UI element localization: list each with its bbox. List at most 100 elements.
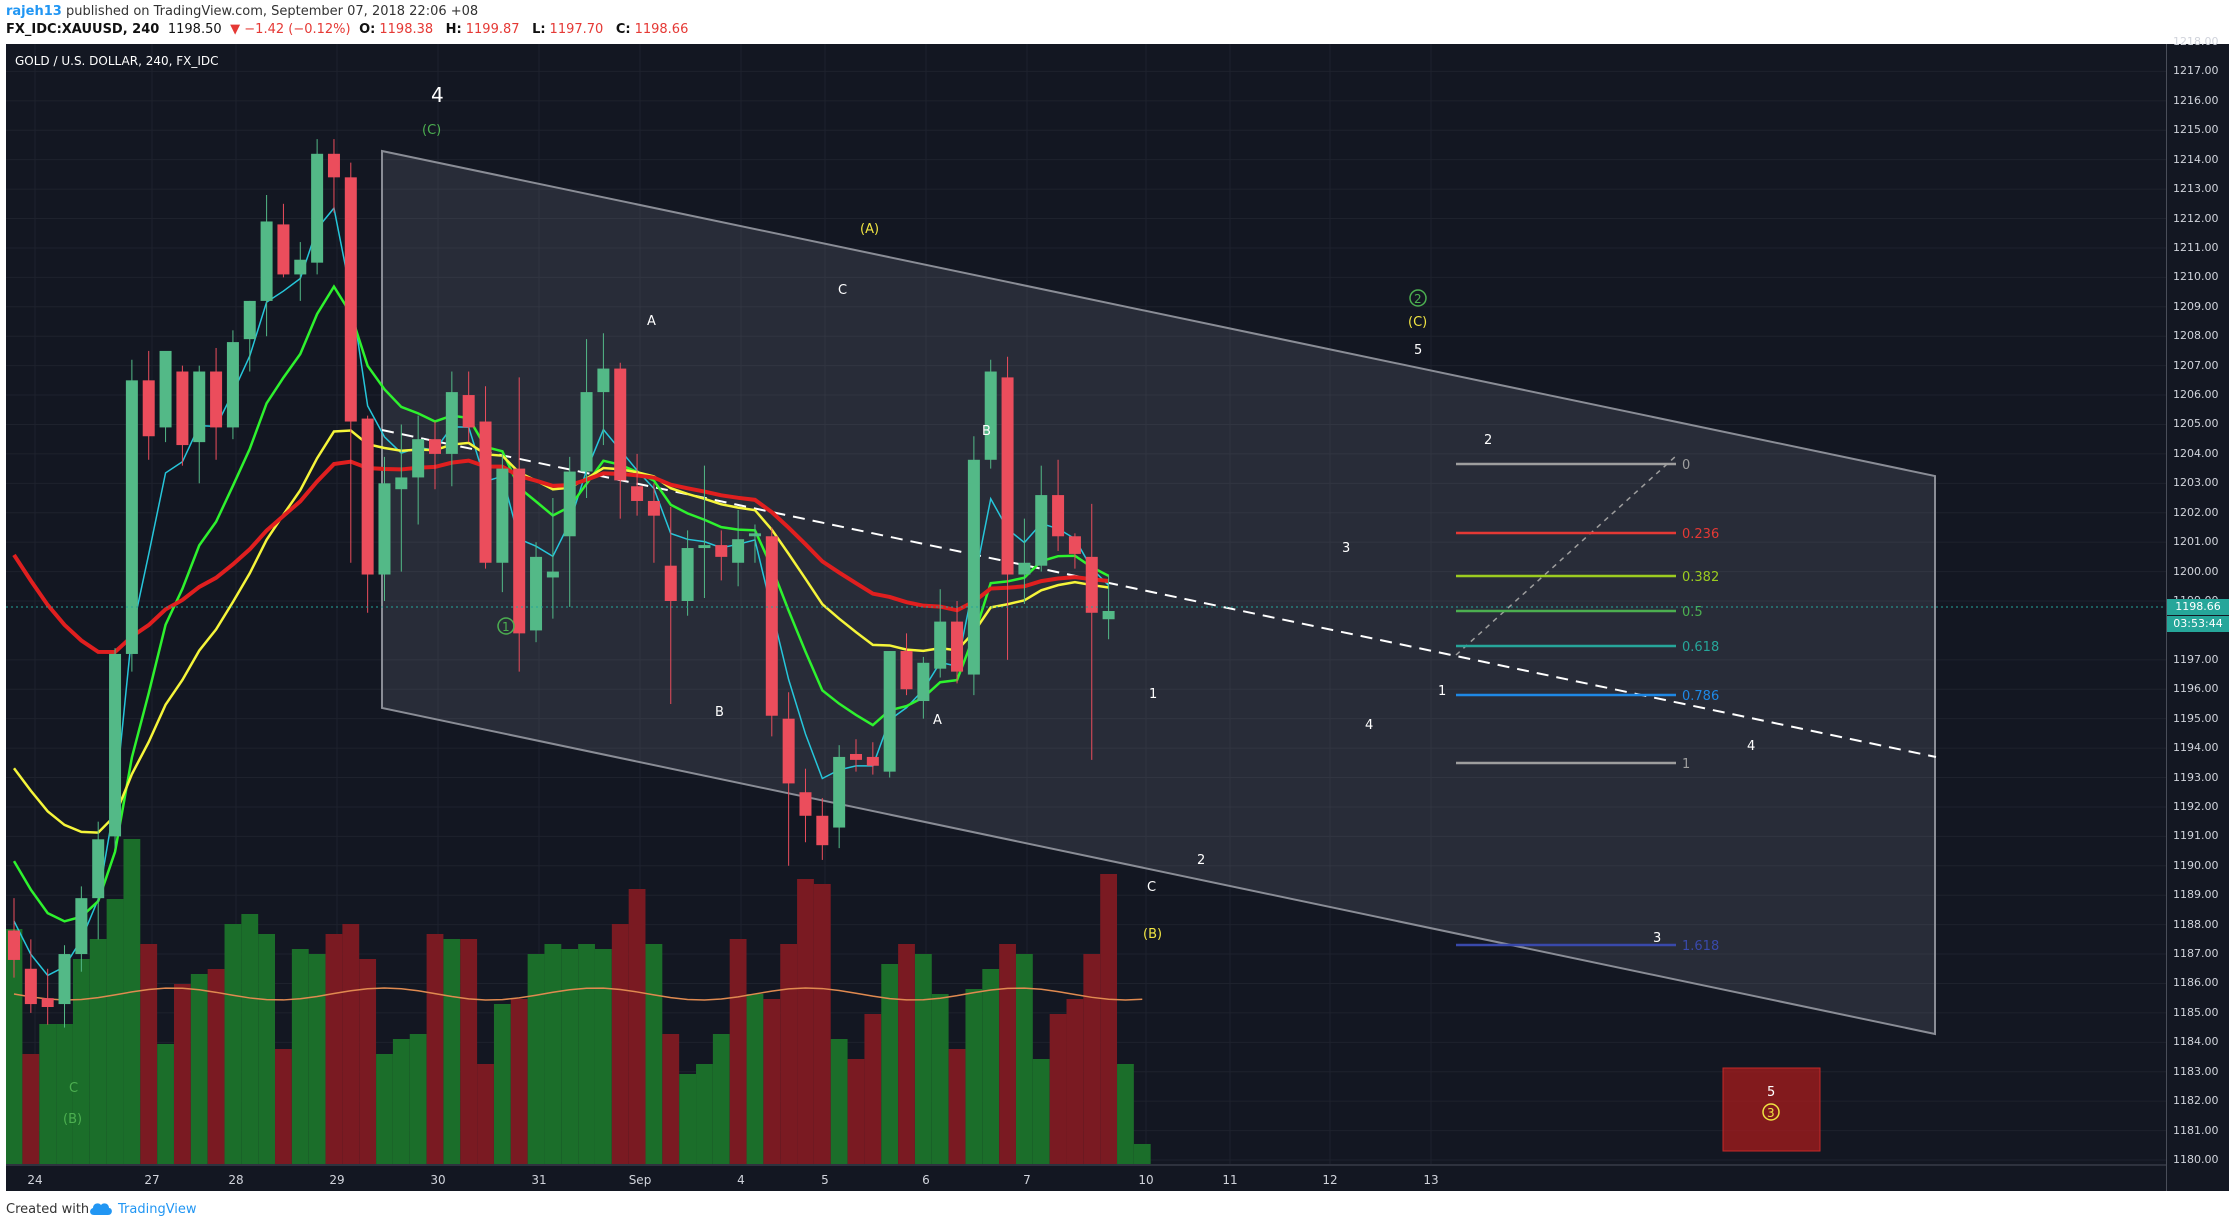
volume-bar [527, 954, 545, 1164]
elliott-wave-labels[interactable]: 4 (C) (A) A C B B A 1 2 (C) 5 3 2 1 4 1 … [63, 83, 1780, 1127]
volume-bar [207, 969, 225, 1164]
time-tick-label: 29 [329, 1173, 344, 1187]
price-tick-label: 1208.00 [2173, 329, 2219, 343]
volume-bar [914, 954, 932, 1164]
volume-bar [1117, 1064, 1134, 1164]
price-tick-label: 1206.00 [2173, 388, 2219, 402]
volume-bar [595, 949, 612, 1164]
author-link[interactable]: rajeh13 [6, 4, 62, 19]
tradingview-link[interactable]: TradingView [118, 1202, 197, 1217]
volume-bar [123, 839, 141, 1164]
wave-label-3-b: 3 [1653, 931, 1661, 946]
chart-area[interactable]: 0 0.236 0.382 0.5 0.618 0.786 1 1.618 4 … [6, 35, 2229, 1191]
price-tick-labels: 1218.00 1217.00 1216.00 1215.00 1214.00 1213.… [2167, 35, 2229, 1191]
price-tick-label: 1209.00 [2173, 299, 2219, 313]
volume-bar [72, 959, 90, 1164]
volume-bar [174, 984, 191, 1164]
candle-up [311, 153, 324, 263]
time-axis-background [6, 1164, 2166, 1191]
candle-down [614, 368, 627, 481]
candle-down [361, 418, 374, 575]
candle-up [597, 368, 610, 393]
chart-header: rajeh13 published on TradingView.com, Se… [0, 0, 2229, 44]
volume-bar [982, 969, 1000, 1164]
candle-up [967, 459, 980, 675]
price-tick-label: 1203.00 [2173, 476, 2219, 490]
target-box[interactable] [1722, 1067, 1821, 1152]
price-chart[interactable]: 0 0.236 0.382 0.5 0.618 0.786 1 1.618 4 … [6, 44, 2174, 1191]
volume-bar [931, 994, 949, 1164]
candle-up [445, 392, 458, 454]
volume-bar [696, 1064, 713, 1164]
wave-label-5-b: 5 [1767, 1085, 1775, 1100]
volume-bar [999, 944, 1016, 1164]
wave-label-c-1: C [838, 283, 847, 298]
fib-label-1: 1 [1682, 757, 1690, 772]
fib-retracement[interactable]: 0 0.236 0.382 0.5 0.618 0.786 1 1.618 [1455, 455, 1719, 954]
volume-bar [140, 944, 158, 1164]
volume-bar [544, 944, 562, 1164]
wave-label-5-a: 5 [1414, 343, 1422, 358]
candle-down [344, 177, 357, 422]
volume-bars [6, 839, 1151, 1164]
volume-bar [157, 1044, 174, 1164]
price-tick-label: 1191.00 [2173, 829, 2219, 843]
fib-label-1618: 1.618 [1682, 939, 1719, 954]
volume-bar [493, 1004, 511, 1164]
low-label: L: [532, 22, 546, 37]
time-tick-label: Sep [629, 1173, 652, 1187]
wave-label-b-1: B [982, 424, 991, 439]
volume-bar [797, 879, 814, 1164]
candle-down [850, 753, 862, 760]
last-price-badge: 1198.66 [2167, 599, 2229, 615]
candle-down [513, 468, 526, 634]
price-tick-label: 1196.00 [2173, 682, 2219, 696]
price-tick-label: 1200.00 [2173, 564, 2219, 578]
volume-bar [308, 954, 326, 1164]
candle-up [58, 954, 71, 1005]
fib-label-0236: 0.236 [1682, 527, 1719, 542]
candle-up [917, 662, 930, 702]
time-tick-label: 27 [144, 1173, 159, 1187]
created-with-text: Created with [6, 1202, 90, 1217]
candle-down [631, 486, 644, 501]
candle-up [732, 539, 745, 563]
wave-label-2-a: 2 [1484, 433, 1492, 448]
channel-midline[interactable] [381, 429, 1937, 758]
wave-circle-1 [497, 617, 515, 635]
price-tick-label: 1217.00 [2173, 64, 2219, 78]
candle-up [833, 756, 846, 828]
volume-bar [89, 939, 107, 1164]
wave-label-c-yellow: (C) [1408, 315, 1427, 330]
time-scale[interactable]: 24 27 28 29 30 31 Sep 4 5 6 7 10 11 12 13 [6, 1164, 2166, 1191]
price-tick-label: 1180.00 [2173, 1153, 2219, 1166]
volume-bar [561, 949, 579, 1164]
fib-label-05: 0.5 [1682, 605, 1703, 620]
candle-down [715, 545, 728, 557]
wave-label-1-b: 1 [1149, 687, 1157, 702]
wave-circle-3 [1762, 1103, 1780, 1121]
candle-up [1102, 611, 1115, 620]
volume-bar [39, 1024, 57, 1164]
candle-up [496, 468, 509, 563]
candle-up [580, 392, 593, 472]
price-tick-label: 1194.00 [2173, 741, 2219, 755]
candle-down [951, 621, 964, 672]
candle-down [866, 756, 879, 766]
price-tick-label: 1201.00 [2173, 535, 2219, 549]
candle-down [8, 930, 20, 960]
volume-bar [409, 1034, 427, 1164]
candle-up [1018, 562, 1031, 575]
high-label: H: [445, 22, 462, 37]
price-tick-label: 1184.00 [2173, 1035, 2219, 1049]
price-tick-label: 1186.00 [2173, 976, 2219, 990]
price-axis[interactable]: 1218.00 1217.00 1216.00 1215.00 1214.00 1213.… [2166, 35, 2229, 1191]
time-tick-label: 30 [430, 1173, 445, 1187]
wave-label-b-2: B [715, 705, 724, 720]
volume-bar [1066, 999, 1084, 1164]
volume-bar [443, 939, 461, 1164]
candle-up [75, 898, 88, 955]
candle-up [109, 653, 122, 837]
price-tick-label: 1182.00 [2173, 1094, 2219, 1108]
price-tick-label: 1195.00 [2173, 711, 2219, 725]
